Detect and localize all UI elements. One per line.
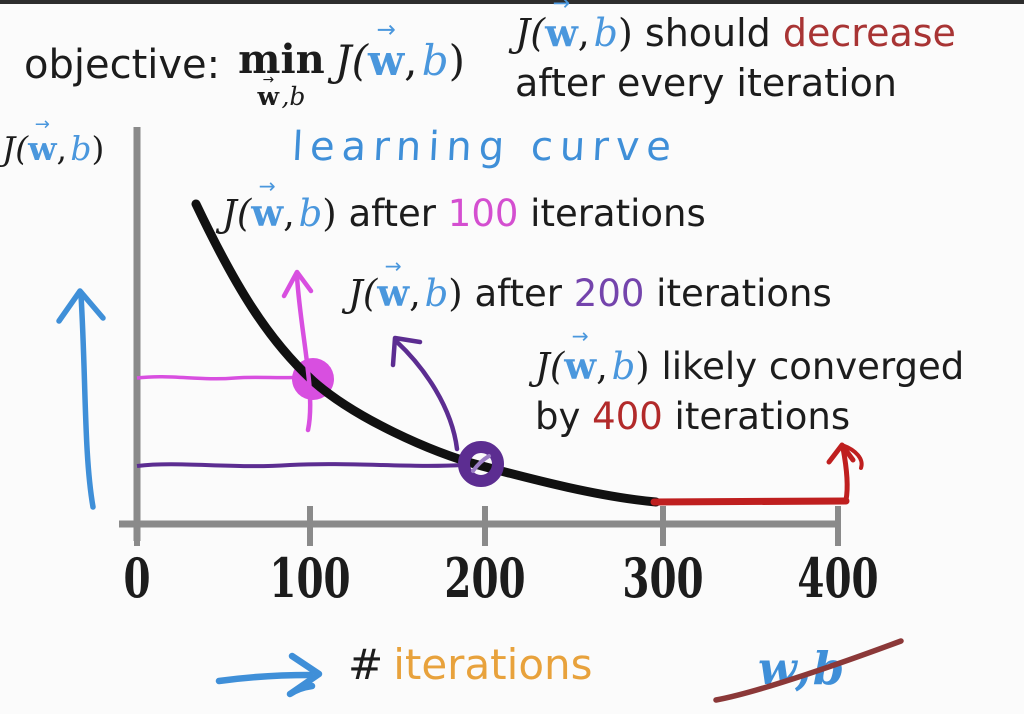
up-arrow-100-head [281, 269, 314, 299]
y-up-arrow-stem [78, 292, 96, 510]
decrease-note-line2: after every iteration [515, 61, 897, 105]
iteration-count-200: 200 [573, 272, 645, 315]
vector-arrow-icon: → [34, 113, 50, 135]
annotation-converged-line1: J(→ w,b) likely converged [535, 324, 964, 392]
cost-function-math: J(→ w,b) [348, 254, 463, 315]
vector-arrow-icon: → [376, 17, 396, 44]
vector-arrow-icon: → [262, 72, 274, 89]
x-tick-label-100: 100 [269, 546, 351, 610]
annotation-converged-line2: by 400 iterations [535, 395, 851, 438]
converged-arrow-curl [840, 443, 864, 470]
w-vector: → w [28, 113, 57, 168]
cost-function-math: J(→ w,b) [2, 113, 105, 168]
cost-function-math: J(→ w,b) [222, 174, 337, 235]
guide-line-100 [136, 375, 304, 381]
up-arrow-100-icon [281, 269, 314, 433]
w-vector: → w [545, 0, 578, 58]
x-right-arrow-stem [215, 671, 314, 685]
video-letterbox-strip [0, 0, 1024, 4]
x-axis-right-arrow-icon [215, 652, 323, 698]
up-arrow-200-icon [390, 335, 460, 452]
iteration-count-100: 100 [447, 192, 519, 235]
min-operator-block: min → w ,b [238, 36, 325, 111]
annotation-200-iterations: J(→ w,b) after 200 iterations [348, 254, 832, 315]
vector-arrow-icon: → [571, 324, 589, 349]
crossed-out-wb-label: w,b [758, 642, 847, 695]
vector-arrow-icon: → [384, 254, 402, 279]
up-arrow-200-head [390, 335, 423, 368]
x-tick-label-400: 400 [797, 546, 879, 610]
chart-title: learning curve [290, 124, 680, 170]
w-vector: → w [377, 254, 410, 315]
cost-function-math: J(→ w,b) [535, 324, 650, 392]
y-axis-up-arrow-icon [56, 288, 106, 510]
iterations-word: iterations [393, 640, 593, 689]
decrease-note-line1: J(→ w,b) should decrease [515, 0, 956, 58]
up-arrow-100-stem [294, 273, 313, 433]
vector-arrow-icon: → [258, 174, 276, 199]
x-axis-label: # iterations [348, 640, 593, 689]
hash-symbol: # [348, 640, 384, 689]
up-arrow-200-stem [393, 338, 460, 452]
cost-function-math: J(→ w,b) [515, 0, 633, 58]
w-vector: → w [257, 72, 279, 111]
x-right-arrow-head [286, 652, 323, 698]
decrease-note: J(→ w,b) should decrease after every iter… [515, 0, 956, 108]
converged-segment [650, 497, 850, 506]
x-tick-label-200: 200 [444, 546, 526, 610]
w-vector: → w [251, 174, 284, 235]
y-up-arrow-head [56, 288, 106, 324]
w-vector: → w [367, 17, 405, 85]
converged-arrow-icon [826, 442, 864, 503]
objective-formula: objective: min → w ,b J(→ w,b) [24, 17, 465, 111]
objective-label: objective: [24, 42, 221, 88]
x-tick-label-0: 0 [123, 546, 151, 610]
marker-200-highlight [471, 454, 491, 473]
converged-arrow-stem [840, 445, 850, 503]
w-vector: → w [564, 324, 597, 388]
y-axis-label: J(→ w,b) [2, 113, 105, 168]
guide-line-200 [136, 462, 464, 469]
marker-100-dot [292, 358, 334, 400]
min-subscript: → w ,b [257, 72, 306, 111]
min-operator: min [238, 36, 325, 83]
x-axis-ticks [134, 506, 841, 546]
converged-arrow-head [826, 442, 856, 465]
vector-arrow-icon: → [552, 0, 571, 15]
iteration-count-400: 400 [592, 395, 663, 438]
decrease-keyword: decrease [782, 11, 956, 55]
cost-function-math: J(→ w,b) [334, 17, 465, 85]
x-tick-label-300: 300 [622, 546, 704, 610]
annotation-100-iterations: J(→ w,b) after 100 iterations [222, 174, 706, 235]
annotation-converged: J(→ w,b) likely converged by 400 iteratio… [535, 324, 964, 442]
marker-200-ring [458, 441, 504, 487]
